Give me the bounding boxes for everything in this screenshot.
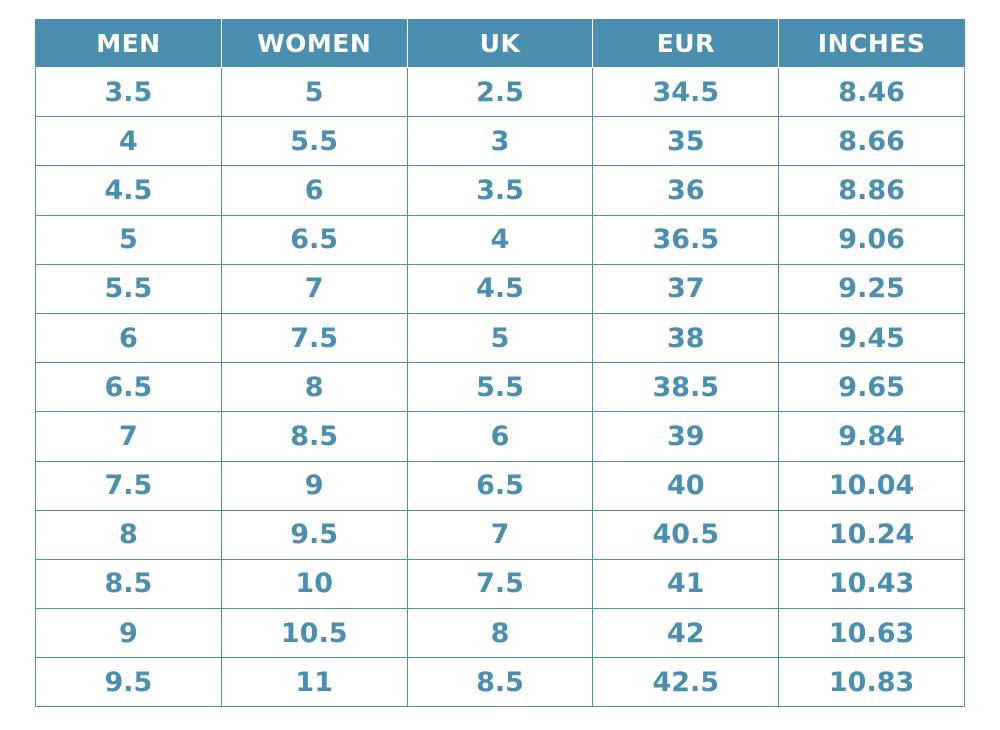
cell-eur: 40 [592,460,780,511]
cell-women: 9.5 [220,509,408,560]
table-row: 9 10.5 8 42 10.63 [35,608,965,659]
cell-uk: 7.5 [406,558,594,610]
cell-eur: 38.5 [592,362,780,413]
cell-women: 9 [220,460,408,511]
table-row: 3.5 5 2.5 34.5 8.46 [35,66,965,118]
table-row: 6.5 8 5.5 38.5 9.65 [35,362,965,413]
size-chart-table: MEN WOMEN UK EUR INCHES 3.5 5 2.5 34.5 8… [35,19,965,708]
cell-eur: 34.5 [592,66,780,118]
cell-men: 6.5 [35,362,222,413]
cell-uk: 7 [406,509,594,560]
cell-women: 7 [220,263,408,314]
table-body: 3.5 5 2.5 34.5 8.46 4 5.5 3 35 8.66 4.5 … [35,66,965,708]
cell-women: 10 [220,558,408,610]
cell-men: 5 [35,214,222,265]
cell-men: 4.5 [35,165,222,216]
cell-inches: 9.84 [778,411,965,462]
cell-inches: 10.63 [778,608,965,659]
cell-uk: 4.5 [406,263,594,314]
table-row: 7 8.5 6 39 9.84 [35,411,965,462]
table-row: 5 6.5 4 36.5 9.06 [35,214,965,265]
cell-men: 7.5 [35,460,222,511]
cell-eur: 38 [592,312,780,364]
cell-inches: 10.83 [778,657,965,708]
table-row: 4.5 6 3.5 36 8.86 [35,165,965,216]
cell-men: 4 [35,116,222,167]
cell-men: 9 [35,608,222,659]
cell-women: 6.5 [220,214,408,265]
cell-men: 3.5 [35,66,222,118]
cell-uk: 3 [406,116,594,167]
column-header-women: WOMEN [220,19,408,68]
cell-inches: 8.86 [778,165,965,216]
column-header-men: MEN [35,19,222,68]
cell-women: 10.5 [220,608,408,659]
cell-women: 8 [220,362,408,413]
table-row: 9.5 11 8.5 42.5 10.83 [35,657,965,708]
table-header: MEN WOMEN UK EUR INCHES [35,19,965,68]
cell-uk: 6 [406,411,594,462]
column-header-eur: EUR [592,19,780,68]
cell-uk: 6.5 [406,460,594,511]
table-row: 6 7.5 5 38 9.45 [35,312,965,364]
cell-women: 8.5 [220,411,408,462]
cell-uk: 8 [406,608,594,659]
cell-eur: 41 [592,558,780,610]
cell-inches: 10.04 [778,460,965,511]
cell-inches: 8.66 [778,116,965,167]
column-header-uk: UK [406,19,594,68]
cell-uk: 2.5 [406,66,594,118]
cell-eur: 40.5 [592,509,780,560]
cell-men: 8.5 [35,558,222,610]
table-row: 8.5 10 7.5 41 10.43 [35,558,965,610]
table-row: 5.5 7 4.5 37 9.25 [35,263,965,314]
size-chart: MEN WOMEN UK EUR INCHES 3.5 5 2.5 34.5 8… [35,19,965,708]
cell-inches: 8.46 [778,66,965,118]
header-row: MEN WOMEN UK EUR INCHES [35,19,965,68]
cell-inches: 9.45 [778,312,965,364]
cell-inches: 9.25 [778,263,965,314]
cell-men: 9.5 [35,657,222,708]
cell-eur: 42.5 [592,657,780,708]
cell-eur: 36 [592,165,780,216]
cell-eur: 35 [592,116,780,167]
cell-inches: 10.24 [778,509,965,560]
cell-men: 7 [35,411,222,462]
column-header-inches: INCHES [778,19,965,68]
cell-uk: 5.5 [406,362,594,413]
cell-eur: 42 [592,608,780,659]
cell-women: 7.5 [220,312,408,364]
cell-men: 6 [35,312,222,364]
cell-uk: 5 [406,312,594,364]
cell-eur: 37 [592,263,780,314]
cell-men: 8 [35,509,222,560]
cell-women: 11 [220,657,408,708]
cell-women: 5 [220,66,408,118]
table-row: 4 5.5 3 35 8.66 [35,116,965,167]
cell-inches: 9.65 [778,362,965,413]
cell-men: 5.5 [35,263,222,314]
cell-women: 6 [220,165,408,216]
table-row: 7.5 9 6.5 40 10.04 [35,460,965,511]
cell-uk: 3.5 [406,165,594,216]
cell-inches: 9.06 [778,214,965,265]
cell-eur: 39 [592,411,780,462]
cell-uk: 8.5 [406,657,594,708]
cell-women: 5.5 [220,116,408,167]
table-row: 8 9.5 7 40.5 10.24 [35,509,965,560]
cell-eur: 36.5 [592,214,780,265]
cell-inches: 10.43 [778,558,965,610]
cell-uk: 4 [406,214,594,265]
